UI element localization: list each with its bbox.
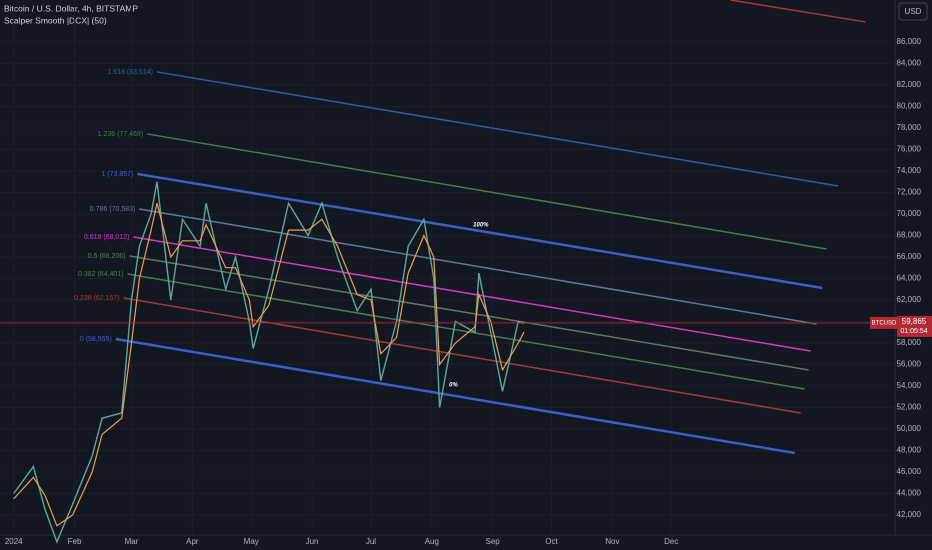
y-tick-label: 44,000 (897, 489, 922, 498)
y-tick-label: 86,000 (897, 37, 922, 46)
x-tick-label: May (244, 537, 259, 546)
chart-title: Bitcoin / U.S. Dollar, 4h, BITSTAMP (4, 3, 138, 13)
fib-level (129, 255, 809, 371)
symbol-tag (870, 316, 898, 329)
y-tick-label: 68,000 (897, 231, 922, 240)
fib-label: 0.236 (62,167) (74, 295, 120, 302)
x-tick-label: 2024 (5, 537, 23, 546)
currency-button[interactable] (898, 2, 928, 21)
fib-label: 1 (73,857) (101, 171, 133, 178)
y-tick-label: 64,000 (897, 274, 922, 283)
price-tag (897, 315, 932, 337)
fib-level (133, 236, 811, 352)
fib-label: 0.618 (68,012) (84, 234, 130, 241)
y-tick-label: 72,000 (897, 188, 922, 197)
fib-label: 0.382 (64,401) (78, 271, 124, 278)
y-tick-label: 76,000 (897, 145, 922, 154)
y-tick-label: 54,000 (897, 381, 922, 390)
price-line (13, 203, 525, 527)
x-tick-label: Oct (545, 537, 558, 546)
fib-label: 0 (58,555) (80, 336, 112, 343)
fib-label: 0.786 (70,583) (90, 206, 136, 213)
x-tick-label: Sep (486, 537, 501, 546)
annotation: 0% (449, 382, 458, 388)
fib-level (730, 0, 866, 23)
y-tick-label: 46,000 (897, 467, 922, 476)
fib-level (139, 208, 817, 325)
x-tick-label: Mar (125, 537, 139, 546)
fib-level (147, 133, 827, 250)
fib-level (123, 297, 801, 414)
y-tick-label: 42,000 (897, 510, 922, 519)
x-tick-label: Jun (306, 537, 319, 546)
fib-level (127, 273, 805, 390)
fib-label: 0.5 (66,206) (88, 253, 126, 260)
y-tick-label: 52,000 (897, 403, 922, 412)
y-tick-label: 70,000 (897, 209, 922, 218)
y-tick-label: 82,000 (897, 80, 922, 89)
x-tick-label: Aug (425, 537, 439, 546)
y-tick-label: 78,000 (897, 123, 922, 132)
y-tick-label: 48,000 (897, 446, 922, 455)
x-tick-label: Feb (68, 537, 82, 546)
x-tick-label: Dec (664, 537, 678, 546)
fib-label: 1.236 (77,469) (98, 131, 144, 138)
price-line (13, 181, 525, 544)
fib-level (156, 71, 839, 187)
x-tick-label: Nov (605, 537, 619, 546)
fib-level (115, 337, 796, 455)
annotation: 100% (473, 222, 489, 228)
y-tick-label: 66,000 (897, 252, 922, 261)
indicator-label: Scalper Smooth |DCX| (50) (4, 15, 107, 25)
countdown-label: 01:05:54 (900, 328, 927, 335)
y-tick-label: 84,000 (897, 59, 922, 68)
fib-label: 1.618 (83,514) (107, 69, 153, 76)
price-label: 59,865 (902, 317, 927, 326)
x-tick-label: Jul (366, 537, 376, 546)
y-tick-label: 80,000 (897, 102, 922, 111)
fib-level (137, 172, 823, 290)
x-tick-label: Apr (186, 537, 199, 546)
y-tick-label: 58,000 (897, 338, 922, 347)
y-tick-label: 50,000 (897, 424, 922, 433)
symbol-label: BTCUSD (872, 321, 897, 327)
y-tick-label: 56,000 (897, 360, 922, 369)
currency-label[interactable]: USD (905, 7, 922, 16)
y-tick-label: 74,000 (897, 166, 922, 175)
y-tick-label: 62,000 (897, 295, 922, 304)
